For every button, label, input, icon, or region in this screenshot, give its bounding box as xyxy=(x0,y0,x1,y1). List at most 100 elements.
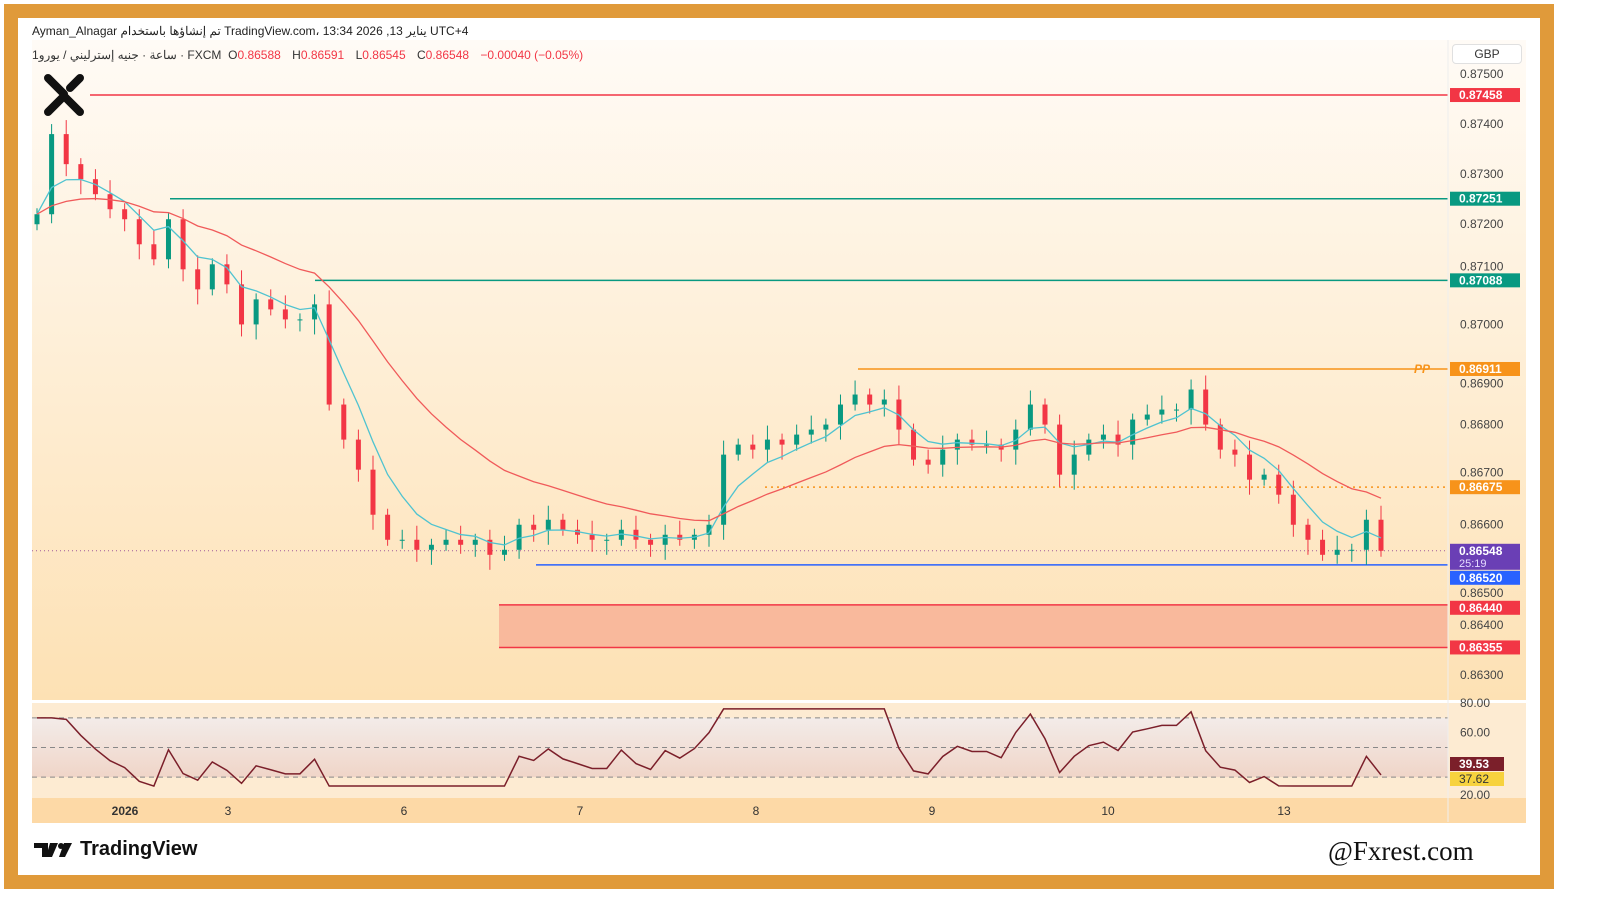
candle-body xyxy=(224,264,230,285)
candle-body xyxy=(34,214,40,225)
candle-body xyxy=(589,534,595,540)
candle-body xyxy=(1247,454,1253,480)
last-price-tag xyxy=(1450,543,1520,570)
candle-body xyxy=(428,544,434,550)
countdown-label: 25:19 xyxy=(1459,558,1487,570)
candle-body xyxy=(721,454,727,525)
candle-body xyxy=(63,134,69,165)
time-tick: 2026 xyxy=(112,804,139,818)
candle-body xyxy=(92,179,98,195)
candle-body xyxy=(1261,474,1267,480)
candle-body xyxy=(1349,549,1355,551)
time-tick: 3 xyxy=(225,804,232,818)
candle-body xyxy=(1378,519,1384,551)
candle-body xyxy=(1334,549,1340,555)
candle-body xyxy=(764,439,770,450)
candle-body xyxy=(662,534,668,545)
candle-body xyxy=(282,309,288,320)
tradingview-logo-icon xyxy=(34,842,72,857)
candle-body xyxy=(779,439,785,445)
rsi-tick: 80.00 xyxy=(1460,696,1490,710)
candle-body xyxy=(706,524,712,535)
rsi-tick: 20.00 xyxy=(1460,788,1490,802)
price-tick: 0.87300 xyxy=(1460,167,1504,181)
candle-body xyxy=(1276,474,1282,495)
candle-body xyxy=(151,244,157,260)
candle-body xyxy=(984,444,990,446)
price-tick: 0.86300 xyxy=(1460,668,1504,682)
candle-body xyxy=(107,194,113,210)
candle-body xyxy=(911,429,917,460)
candle-body xyxy=(1144,414,1150,420)
price-tick: 0.86500 xyxy=(1460,586,1504,600)
candle-body xyxy=(487,539,493,555)
tradingview-logo[interactable]: TradingView xyxy=(34,838,197,861)
level-tag-label: 0.86911 xyxy=(1459,362,1502,376)
demand-zone xyxy=(499,604,1448,648)
candle-body xyxy=(385,514,391,540)
level-tag xyxy=(1450,570,1520,585)
level-tag-label: 0.87458 xyxy=(1459,88,1503,102)
candle-body xyxy=(355,439,361,470)
candle-body xyxy=(195,269,201,290)
candle-body xyxy=(501,549,507,555)
candle-body xyxy=(1100,434,1106,440)
currency-button[interactable]: GBP xyxy=(1452,44,1522,64)
pp-label: PP xyxy=(1414,362,1431,376)
level-tag-label: 0.86675 xyxy=(1459,480,1503,494)
rsi-line xyxy=(37,708,1382,787)
rsi-ma-label: 37.62 xyxy=(1459,772,1489,786)
candle-body xyxy=(735,444,741,455)
candle-body xyxy=(399,539,405,541)
level-tag xyxy=(1450,640,1520,655)
rsi-tick: 60.00 xyxy=(1460,726,1490,740)
time-tick: 6 xyxy=(401,804,408,818)
candle-body xyxy=(370,469,376,515)
candle-body xyxy=(560,519,566,530)
time-tick: 13 xyxy=(1277,804,1291,818)
candle-body xyxy=(633,529,639,540)
candle-body xyxy=(1203,389,1209,425)
candle-body xyxy=(1217,424,1223,450)
candle-body xyxy=(516,524,522,550)
price-tick: 0.87400 xyxy=(1460,117,1504,131)
time-tick: 8 xyxy=(753,804,760,818)
time-tick: 10 xyxy=(1101,804,1115,818)
price-tick: 0.87100 xyxy=(1460,259,1504,273)
candle-body xyxy=(1130,419,1136,445)
level-tag xyxy=(1450,480,1520,495)
candle-body xyxy=(808,429,814,435)
level-tag-label: 0.86440 xyxy=(1459,601,1503,615)
rsi-value-label: 39.53 xyxy=(1459,757,1489,771)
time-tick: 7 xyxy=(577,804,584,818)
candle-body xyxy=(1188,389,1194,410)
candle-body xyxy=(1305,524,1311,540)
author-logo-icon xyxy=(44,74,84,116)
level-tag-label: 0.87088 xyxy=(1459,273,1503,287)
price-tick: 0.86600 xyxy=(1460,518,1504,532)
candle-body xyxy=(823,424,829,430)
chart-background xyxy=(32,40,1526,700)
candle-body xyxy=(1115,434,1121,445)
candle-body xyxy=(458,539,464,545)
candle-body xyxy=(837,404,843,425)
candle-body xyxy=(180,219,186,270)
symbol-name[interactable]: 1ساعة · جنيه إسترليني / يورو · FXCM xyxy=(32,48,222,62)
price-tick: 0.86400 xyxy=(1460,618,1504,632)
level-tag xyxy=(1450,191,1520,206)
candle-body xyxy=(341,404,347,440)
candle-body xyxy=(297,319,303,321)
candle-body xyxy=(136,219,142,245)
candle-body xyxy=(239,284,245,325)
candle-body xyxy=(165,219,171,260)
rsi-value-tag xyxy=(1450,757,1504,771)
candle-body xyxy=(750,444,756,450)
ohlc-legend: 1ساعة · جنيه إسترليني / يورو · FXCM O0.8… xyxy=(32,48,584,62)
candle-body xyxy=(604,539,610,541)
time-tick: 9 xyxy=(929,804,936,818)
candle-body xyxy=(253,299,259,325)
candle-body xyxy=(969,439,975,445)
tradingview-logo-text: TradingView xyxy=(80,838,198,860)
candle-body xyxy=(312,304,318,320)
